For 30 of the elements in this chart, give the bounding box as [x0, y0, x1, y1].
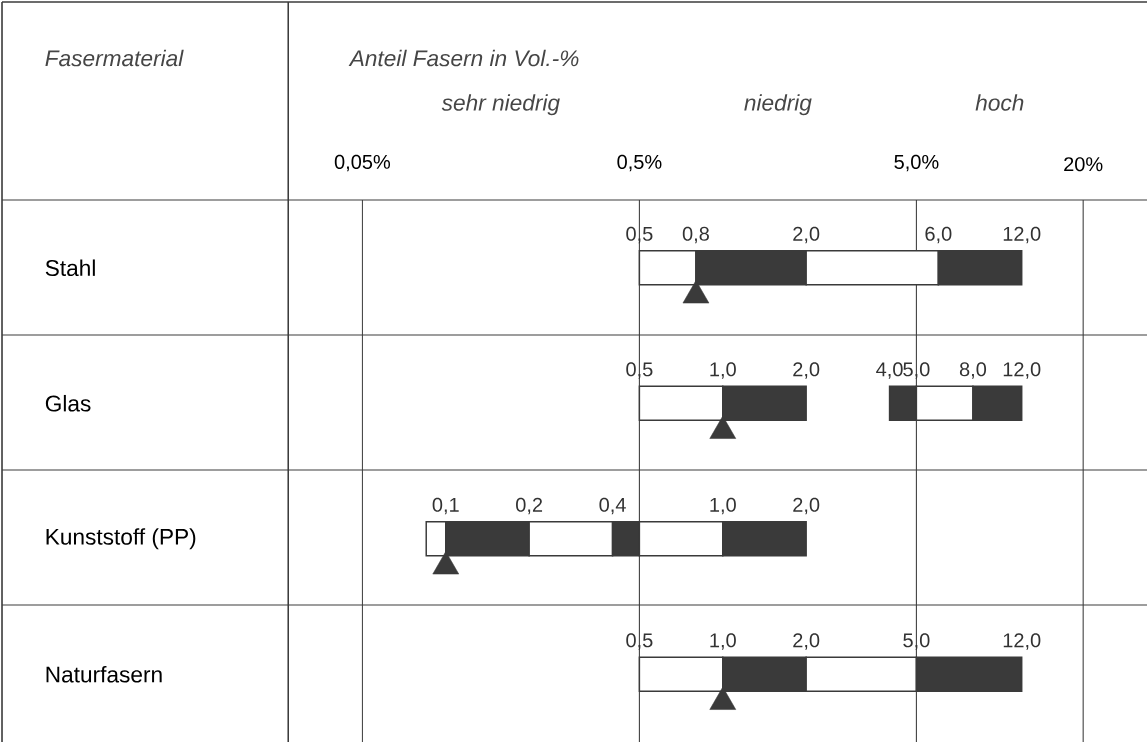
annotation: 12,0	[1003, 633, 1041, 650]
y-tick-label: Glas	[45, 394, 91, 412]
x-axis-title: Anteil Fasern in Vol.-%	[348, 49, 579, 67]
annotation: 8,0	[959, 362, 987, 379]
annotation: 2,0	[793, 362, 820, 379]
annotation: 0,8	[682, 226, 709, 244]
x-tick-label: 0,5%	[617, 154, 662, 172]
annotation: 0,1	[432, 497, 459, 515]
y-axis-title: Fasermaterial	[45, 49, 184, 67]
annotation: 1,0	[710, 497, 736, 515]
annotation: 0,2	[516, 497, 543, 515]
text: sehr niedrig	[441, 94, 560, 116]
annotation: 2,0	[793, 633, 820, 650]
y-tick-label: Naturfasern	[46, 665, 162, 683]
y-tick-label: Kunststoff (PP)	[46, 528, 196, 550]
annotation: 0,4	[599, 497, 626, 515]
text: hoch	[975, 94, 1024, 111]
annotation: 4,0	[876, 362, 903, 379]
annotation: 1,0	[710, 362, 736, 379]
x-tick-label: 0,05%	[334, 154, 391, 172]
annotation: 2,0	[793, 226, 820, 244]
annotation: 2,0	[793, 497, 820, 515]
annotation: 12,0	[1003, 362, 1041, 379]
annotation: 12,0	[1003, 226, 1041, 244]
annotation: 6,0	[925, 226, 952, 244]
text: niedrig	[744, 94, 812, 116]
annotation: 1,0	[710, 633, 736, 650]
x-tick-label: 5,0%	[894, 154, 939, 172]
x-tick-label: 20%	[1064, 157, 1103, 172]
y-tick-label: Stahl	[45, 259, 95, 277]
